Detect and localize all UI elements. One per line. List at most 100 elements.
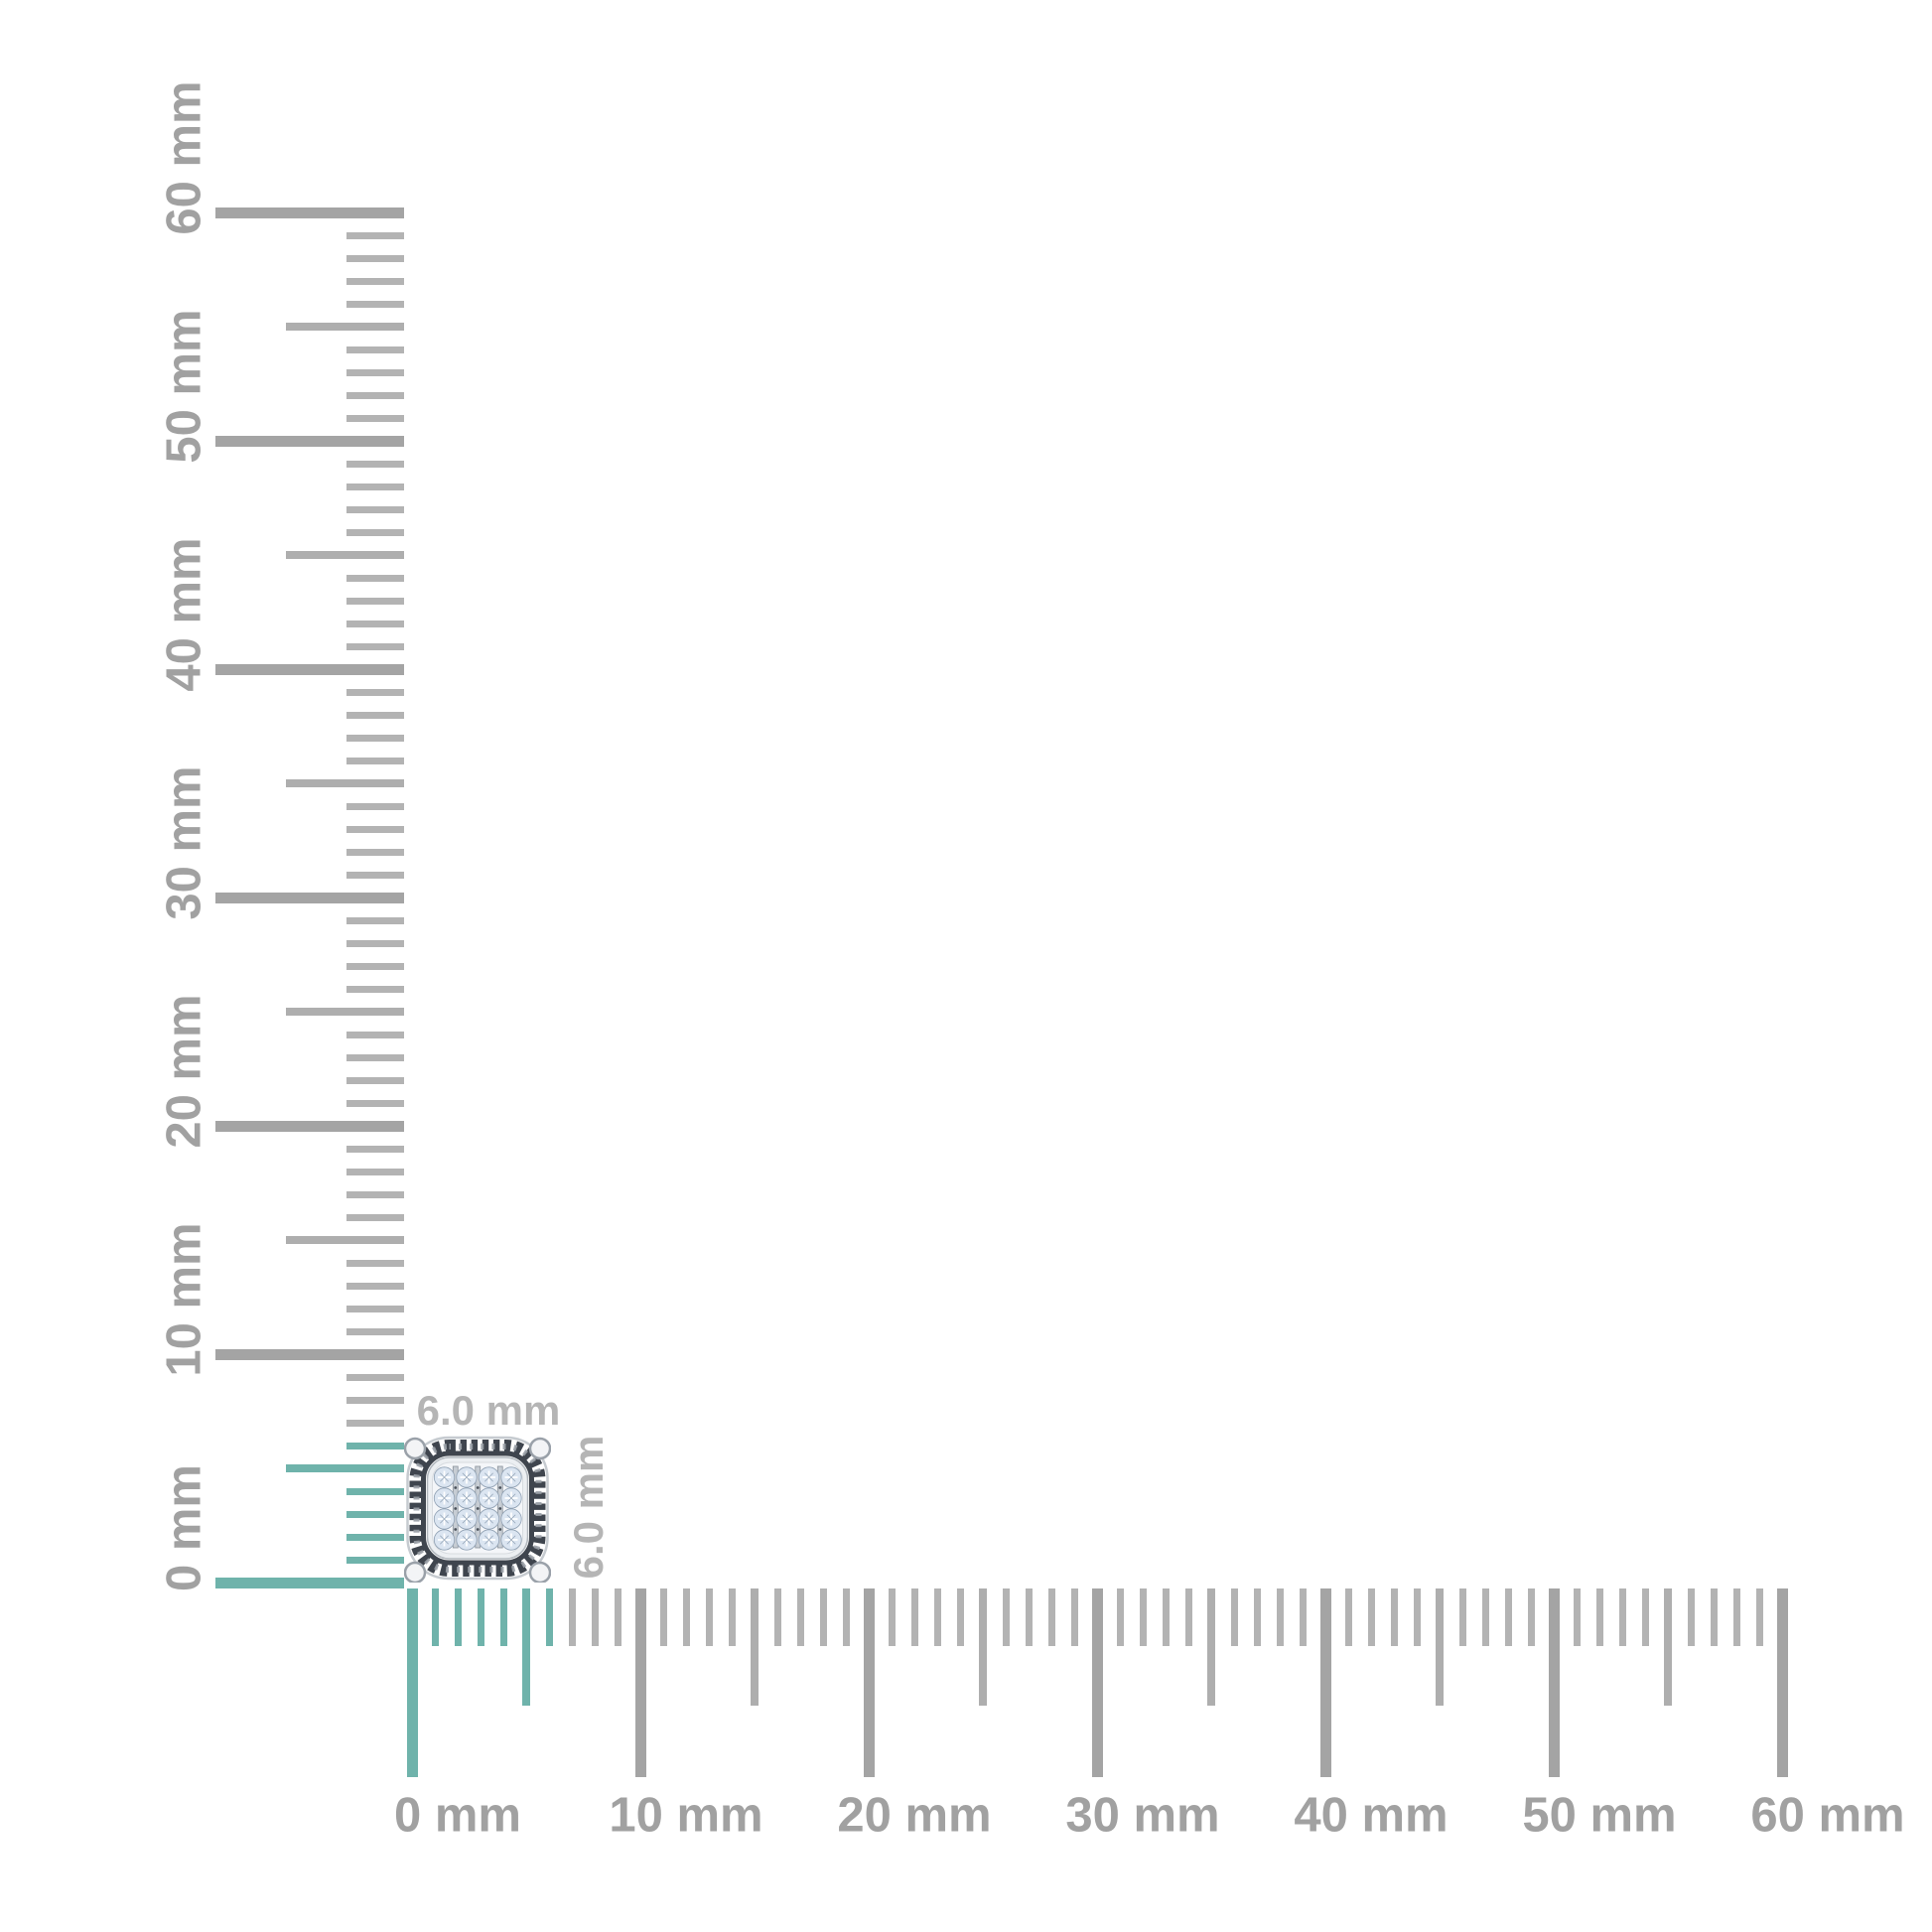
vertical-ruler-tick xyxy=(346,1533,404,1541)
vertical-ruler-tick xyxy=(346,1305,404,1312)
vertical-ruler-label: 60 mm xyxy=(157,80,211,235)
horizontal-ruler-tick xyxy=(796,1588,804,1646)
horizontal-ruler-label: 60 mm xyxy=(1750,1788,1905,1843)
horizontal-ruler-tick xyxy=(933,1588,941,1646)
vertical-ruler-tick xyxy=(346,1213,404,1221)
horizontal-ruler-tick xyxy=(1548,1588,1560,1777)
vertical-ruler-tick xyxy=(346,1099,404,1107)
diamond-facet-lines xyxy=(484,1493,493,1503)
horizontal-ruler-tick xyxy=(682,1588,690,1646)
horizontal-ruler-label: 10 mm xyxy=(609,1788,763,1843)
vertical-ruler-tick xyxy=(346,1510,404,1518)
vertical-ruler-tick xyxy=(346,277,404,285)
horizontal-ruler-tick xyxy=(1184,1588,1192,1646)
bead-dot xyxy=(454,1486,458,1489)
pave-diamonds xyxy=(433,1465,522,1551)
vertical-ruler-tick xyxy=(215,1120,404,1132)
horizontal-ruler-tick xyxy=(1230,1588,1238,1646)
horizontal-ruler-tick xyxy=(1253,1588,1261,1646)
vertical-ruler-tick xyxy=(346,802,404,810)
vertical-ruler-tick xyxy=(346,1076,404,1084)
vertical-ruler-tick xyxy=(215,892,404,903)
horizontal-ruler-tick xyxy=(568,1588,576,1646)
prong xyxy=(404,1437,427,1460)
diamond-facet-lines xyxy=(440,1493,449,1503)
vertical-ruler-tick xyxy=(286,779,404,787)
item-height-label: 6.0 mm xyxy=(565,1435,612,1580)
horizontal-ruler-tick xyxy=(773,1588,781,1646)
horizontal-ruler-tick xyxy=(659,1588,667,1646)
vertical-ruler-tick xyxy=(346,1556,404,1564)
horizontal-ruler-tick xyxy=(634,1588,646,1777)
horizontal-ruler-tick xyxy=(591,1588,599,1646)
bead-dot xyxy=(454,1528,458,1531)
horizontal-ruler-tick xyxy=(499,1588,507,1646)
vertical-ruler-tick xyxy=(346,1190,404,1198)
prong xyxy=(404,1561,427,1583)
vertical-ruler-tick xyxy=(286,1236,404,1244)
vertical-ruler-label: 50 mm xyxy=(157,309,211,464)
horizontal-ruler-tick xyxy=(1504,1588,1512,1646)
horizontal-ruler-tick xyxy=(863,1588,875,1777)
horizontal-ruler-tick xyxy=(1641,1588,1649,1646)
diamond-facet-lines xyxy=(506,1493,516,1503)
vertical-ruler-tick xyxy=(346,985,404,993)
vertical-ruler-tick xyxy=(346,1396,404,1404)
diamond-facet-lines xyxy=(462,1493,472,1503)
diamond-facet-lines xyxy=(440,1535,449,1545)
horizontal-ruler-tick xyxy=(614,1588,621,1646)
vertical-ruler-tick xyxy=(286,1464,404,1472)
horizontal-ruler-tick xyxy=(1344,1588,1352,1646)
horizontal-ruler-tick xyxy=(1139,1588,1147,1646)
earring-product-image xyxy=(404,1436,551,1583)
vertical-ruler-tick xyxy=(346,939,404,947)
vertical-ruler-tick xyxy=(346,231,404,239)
horizontal-ruler-tick xyxy=(888,1588,896,1646)
bead-dot xyxy=(454,1507,458,1510)
horizontal-ruler-tick xyxy=(751,1588,759,1706)
horizontal-ruler-tick xyxy=(1207,1588,1215,1706)
vertical-ruler-tick xyxy=(346,620,404,627)
horizontal-ruler-tick xyxy=(842,1588,850,1646)
channel-bar xyxy=(475,1465,482,1549)
horizontal-ruler-tick xyxy=(956,1588,964,1646)
horizontal-ruler-tick xyxy=(1002,1588,1010,1646)
horizontal-ruler-tick xyxy=(1413,1588,1421,1646)
vertical-ruler-label: 40 mm xyxy=(157,537,211,692)
horizontal-ruler-tick xyxy=(728,1588,736,1646)
vertical-ruler-label: 10 mm xyxy=(157,1222,211,1377)
vertical-ruler-tick xyxy=(215,207,404,218)
bead-highlights xyxy=(413,1444,542,1573)
diamond-facet-lines xyxy=(462,1535,472,1545)
horizontal-ruler-tick xyxy=(1481,1588,1489,1646)
vertical-ruler-tick xyxy=(346,757,404,764)
vertical-ruler-tick xyxy=(346,345,404,353)
horizontal-ruler-tick xyxy=(1319,1588,1331,1777)
vertical-ruler-tick xyxy=(286,1008,404,1016)
vertical-ruler-tick xyxy=(346,1168,404,1175)
vertical-ruler-tick xyxy=(346,254,404,262)
vertical-ruler-tick xyxy=(215,1577,404,1588)
horizontal-ruler-tick xyxy=(431,1588,439,1646)
horizontal-ruler-tick xyxy=(1732,1588,1740,1646)
horizontal-ruler-tick xyxy=(1390,1588,1398,1646)
vertical-ruler-tick xyxy=(346,962,404,970)
vertical-ruler-tick xyxy=(346,848,404,856)
vertical-ruler-tick xyxy=(215,435,404,447)
vertical-ruler-tick xyxy=(346,1031,404,1038)
diamond-facet-lines xyxy=(462,1472,472,1482)
prong xyxy=(528,1561,551,1583)
horizontal-ruler-tick xyxy=(454,1588,462,1646)
horizontal-ruler-tick xyxy=(910,1588,918,1646)
channel-bar xyxy=(452,1465,459,1549)
horizontal-ruler-tick xyxy=(705,1588,713,1646)
horizontal-ruler-tick xyxy=(1025,1588,1033,1646)
vertical-ruler-tick xyxy=(346,871,404,879)
inner-dark-ring xyxy=(421,1450,534,1566)
vertical-ruler-label: 20 mm xyxy=(157,994,211,1149)
corner-prongs xyxy=(404,1437,551,1583)
vertical-ruler-tick xyxy=(346,711,404,719)
horizontal-ruler-tick xyxy=(819,1588,827,1646)
diamond-facet-lines xyxy=(506,1514,516,1524)
vertical-ruler-tick xyxy=(346,1487,404,1495)
